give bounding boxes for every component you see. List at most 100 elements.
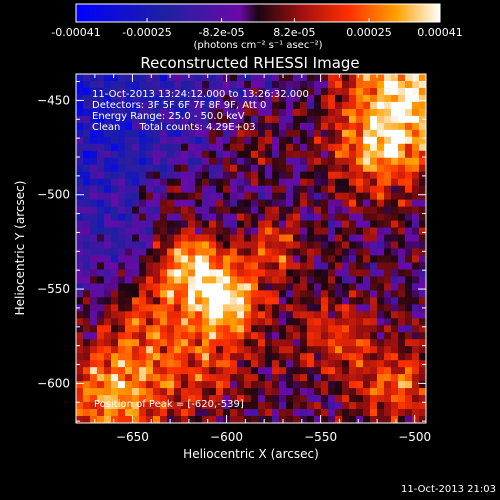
heatmap-cell [335,402,343,410]
heatmap-cell [237,199,245,208]
heatmap-cell [377,206,385,214]
heatmap-cell [314,409,322,417]
heatmap-cell [314,339,322,347]
heatmap-cell [223,129,231,138]
heatmap-cell [300,360,308,368]
heatmap-cell [384,241,392,249]
heatmap-cell [321,290,329,298]
heatmap-cell [363,381,371,389]
heatmap-cell [307,74,315,82]
heatmap-cell [279,339,287,347]
heatmap-cell [272,297,280,305]
heatmap-cell [349,108,357,117]
heatmap-cell [174,409,182,417]
heatmap-cell [174,395,182,403]
heatmap-cell [349,276,357,284]
heatmap-cell [391,206,399,214]
heatmap-cell [153,262,161,270]
heatmap-cell [202,143,210,152]
heatmap-cell [230,122,238,131]
heatmap-cell [174,220,182,228]
heatmap-cell [202,367,210,375]
heatmap-cell [314,115,322,124]
heatmap-cell [216,157,224,166]
heatmap-cell [251,311,259,319]
heatmap-cell [370,325,378,333]
heatmap-cell [251,129,259,138]
heatmap-cell [279,115,287,124]
heatmap-cell [335,353,343,361]
heatmap-cell [97,192,105,201]
heatmap-cell [202,332,210,340]
heatmap-cell [398,129,406,138]
heatmap-cell [391,297,399,305]
heatmap-cell [307,192,315,201]
heatmap-cell [307,213,315,221]
heatmap-cell [174,367,182,375]
heatmap-cell [272,234,280,242]
heatmap-cell [83,143,91,152]
heatmap-cell [370,80,378,89]
heatmap-cell [132,416,140,424]
heatmap-cell [202,213,210,221]
heatmap-cell [307,395,315,403]
heatmap-cell [167,297,175,305]
heatmap-cell [90,311,98,319]
heatmap-cell [216,241,224,249]
heatmap-cell [83,374,91,382]
heatmap-cell [97,178,105,187]
heatmap-cell [139,318,147,326]
heatmap-cell [272,381,280,389]
heatmap-cell [398,325,406,333]
heatmap-cell [265,388,273,396]
heatmap-cell [104,416,112,424]
heatmap-cell [111,80,119,89]
heatmap-cell [244,143,252,152]
heatmap-cell [272,304,280,312]
heatmap-cell [286,339,294,347]
heatmap-cell [405,94,413,103]
heatmap-cell [125,192,133,201]
heatmap-cell [258,143,266,152]
heatmap-cell [195,381,203,389]
heatmap-cell [230,94,238,103]
heatmap-cell [181,255,189,263]
heatmap-cell [153,241,161,249]
heatmap-cell [370,157,378,166]
heatmap-cell [111,199,119,208]
heatmap-cell [265,318,273,326]
heatmap-cell [265,353,273,361]
heatmap-cell [272,192,280,201]
heatmap-cell [265,360,273,368]
heatmap-cell [321,325,329,333]
annotation-detectors: Detectors: 3F 5F 6F 7F 8F 9F, Att 0 [92,100,266,111]
heatmap-cell [293,122,301,131]
heatmap-cell [223,192,231,201]
heatmap-cell [132,136,140,145]
heatmap-cell [307,381,315,389]
heatmap-cell [174,122,182,131]
heatmap-cell [195,276,203,284]
heatmap-cell [370,94,378,103]
heatmap-cell [279,395,287,403]
heatmap-cell [419,395,427,403]
heatmap-cell [118,339,126,347]
heatmap-cell [384,164,392,173]
heatmap-cell [293,374,301,382]
colorbar-tick-label: -0.00025 [122,26,171,39]
heatmap-cell [356,101,364,110]
heatmap-cell [104,178,112,187]
heatmap-cell [328,213,336,221]
heatmap-cell [412,353,420,361]
heatmap-cell [342,297,350,305]
heatmap-cell [125,108,133,117]
heatmap-cell [104,325,112,333]
heatmap-cell [363,192,371,201]
heatmap-cell [146,143,154,152]
heatmap-cell [251,206,259,214]
heatmap-cell [384,143,392,152]
heatmap-cell [265,129,273,138]
heatmap-cell [139,178,147,187]
heatmap-cell [90,185,98,194]
heatmap-cell [314,213,322,221]
